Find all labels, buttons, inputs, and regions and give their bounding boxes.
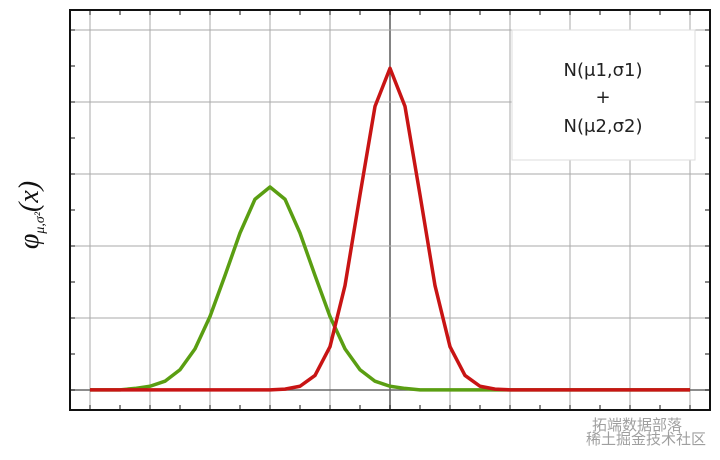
watermark: 稀土掘金技术社区 — [586, 430, 706, 448]
y-label-symbol: φ — [14, 234, 45, 250]
annotation-line: N(μ2,σ2) — [564, 116, 643, 137]
y-axis-label: φμ,σ²(x) — [14, 181, 48, 249]
curve — [89, 66, 691, 392]
curves — [89, 66, 691, 392]
y-label-argument: (x) — [14, 181, 45, 212]
annotation-box — [511, 29, 696, 161]
watermark: 拓端数据部落 — [592, 416, 682, 434]
annotation-line: + — [595, 87, 610, 108]
annotation-line: N(μ1,σ1) — [564, 60, 643, 81]
plot-frame — [69, 9, 711, 411]
y-label-subscript: μ,σ² — [33, 211, 48, 234]
